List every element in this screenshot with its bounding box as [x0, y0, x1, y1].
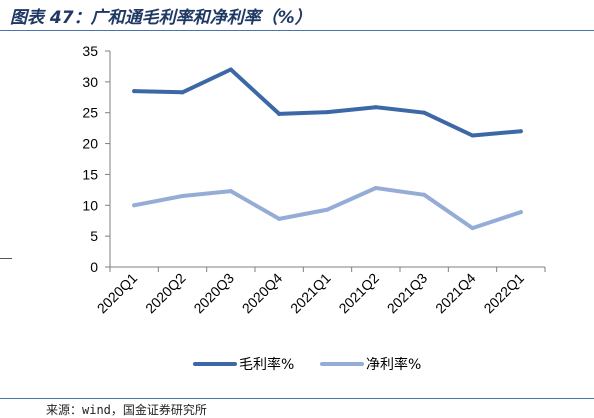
x-tick-label: 2021Q3	[384, 270, 431, 317]
data-point	[518, 210, 523, 215]
y-tick-label: 0	[90, 259, 98, 275]
side-marker	[0, 258, 12, 259]
legend-label: 毛利率%	[239, 356, 294, 373]
source-divider	[0, 398, 594, 399]
y-tick-label: 20	[82, 136, 98, 152]
data-point	[132, 89, 137, 94]
y-axis-ticks: 0 5 10 15 20 25 30 35	[82, 43, 110, 275]
data-point	[277, 216, 282, 221]
y-tick-label: 15	[82, 166, 98, 182]
x-tick-label: 2020Q1	[94, 270, 141, 317]
data-point	[180, 90, 185, 95]
data-point	[277, 111, 282, 116]
data-point	[325, 110, 330, 115]
y-tick-label: 5	[90, 228, 98, 244]
y-tick-label: 35	[82, 43, 98, 59]
data-point	[470, 226, 475, 231]
data-point	[518, 129, 523, 134]
chart-legend: 毛利率% 净利率%	[193, 356, 421, 373]
data-point	[470, 133, 475, 138]
data-point	[228, 189, 233, 194]
chart-axes	[109, 51, 545, 268]
y-tick-label: 30	[82, 74, 98, 90]
x-axis-ticks: 2020Q1 2020Q2 2020Q3 2020Q4 2021Q1 2021Q2 2021…	[94, 267, 546, 317]
data-point	[325, 207, 330, 212]
figure-title: 图表 47：广和通毛利率和净利率（%）	[10, 8, 312, 28]
x-tick-label: 2020Q4	[239, 270, 286, 317]
series-line-1	[132, 67, 523, 138]
chart-series	[132, 67, 523, 231]
x-tick-label: 2021Q2	[335, 270, 382, 317]
data-point	[373, 105, 378, 110]
data-point	[422, 110, 427, 115]
data-point	[132, 203, 137, 208]
x-tick-label: 2020Q3	[190, 270, 237, 317]
x-tick-label: 2020Q2	[142, 270, 189, 317]
y-tick-label: 10	[82, 197, 98, 213]
data-point	[422, 192, 427, 197]
source-note: 来源：wind，国金证券研究所	[46, 403, 207, 417]
y-tick-label: 25	[82, 105, 98, 121]
x-tick-label: 2021Q1	[287, 270, 334, 317]
title-divider	[0, 30, 594, 31]
data-point	[373, 186, 378, 191]
x-tick-label: 2021Q4	[432, 270, 479, 317]
x-tick-label: 2022Q1	[480, 270, 527, 317]
data-point	[180, 194, 185, 199]
legend-label: 净利率%	[366, 356, 421, 373]
data-point	[228, 67, 233, 72]
